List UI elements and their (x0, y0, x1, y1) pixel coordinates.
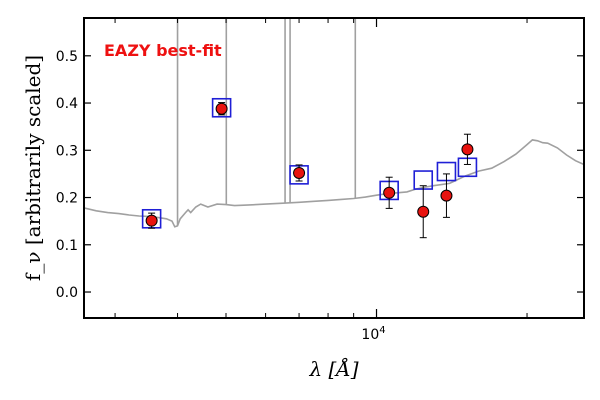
observed-photometry-point (145, 214, 158, 227)
template-spectrum-line (84, 139, 584, 228)
y-tick-label: 0.3 (56, 143, 78, 159)
y-axis-label: f_ν [arbitrarily scaled] (21, 55, 45, 281)
observed-photometry-point (383, 186, 396, 199)
y-tick-label: 0.5 (56, 49, 78, 65)
observed-photometry-point (440, 189, 453, 202)
plot-frame (83, 17, 585, 319)
observed-photometry-point (417, 205, 430, 218)
marker-layer (141, 97, 478, 239)
x-axis-label: λ [Å] (308, 356, 358, 381)
x-tick-label: 104 (361, 325, 385, 343)
observed-photometry-point (461, 143, 474, 156)
y-tick-label: 0.0 (56, 285, 78, 301)
chart-annotation: EAZY best-fit (104, 41, 222, 60)
y-axis-label-text: f_ν [arbitrarily scaled] (21, 55, 45, 281)
observed-photometry-point (293, 166, 306, 179)
observed-photometry-point (215, 102, 228, 115)
y-tick-label: 0.4 (56, 96, 78, 112)
y-tick-label: 0.1 (56, 238, 78, 254)
template-layer (84, 18, 584, 228)
model-photometry-square (211, 97, 232, 118)
axis-layer: 0.0 0.1 0.2 0.3 0.4 0.5 104 (56, 18, 584, 343)
x-axis-label-text: λ [Å] (308, 356, 358, 381)
y-tick-label: 0.2 (56, 191, 78, 207)
